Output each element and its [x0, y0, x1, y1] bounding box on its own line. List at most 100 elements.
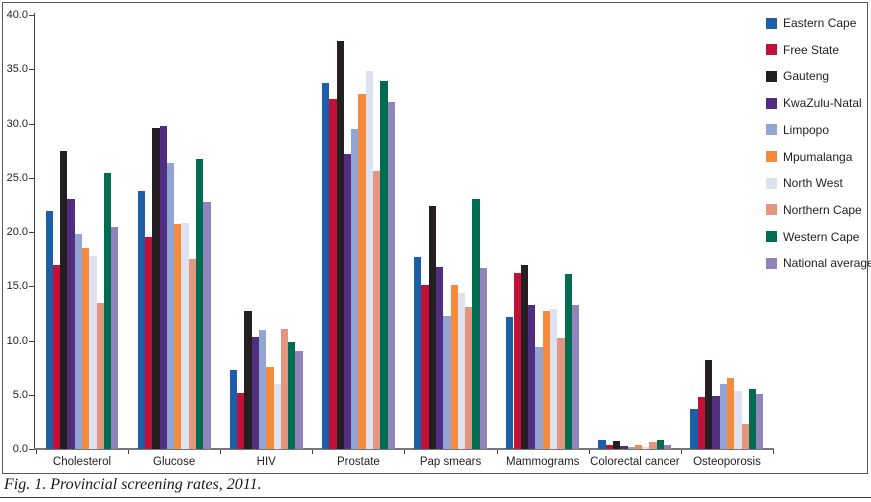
bar	[60, 150, 68, 449]
bar	[748, 389, 757, 449]
x-axis-tick	[404, 450, 406, 454]
legend-item: Western Cape	[766, 230, 859, 244]
bar	[697, 396, 706, 449]
x-axis-tick	[496, 450, 498, 454]
bar	[719, 383, 727, 449]
bar	[329, 98, 337, 449]
legend-item: Northern Cape	[766, 203, 862, 217]
bar	[343, 153, 352, 449]
y-axis-tick-label: 5.0	[12, 388, 28, 401]
y-axis-tick-label: 15.0	[6, 280, 28, 293]
category-label: Pap smears	[419, 456, 482, 468]
bar	[605, 444, 613, 449]
bar	[174, 224, 182, 449]
bar	[741, 424, 749, 449]
legend-label: Gauteng	[783, 69, 830, 84]
bar	[726, 378, 735, 449]
bar	[457, 292, 466, 449]
bar	[336, 41, 344, 449]
legend-item: North West	[766, 176, 843, 190]
category-label: Glucose	[153, 456, 196, 468]
bar	[506, 316, 514, 449]
bar	[229, 369, 238, 449]
bar	[188, 259, 197, 449]
y-axis-tick-label: 20.0	[6, 226, 28, 238]
bar	[414, 256, 422, 449]
bar	[520, 264, 529, 449]
bar	[535, 347, 543, 449]
bar	[479, 267, 488, 449]
bar	[196, 159, 204, 449]
legend-swatch	[766, 44, 777, 56]
bar	[443, 315, 451, 449]
bar	[564, 274, 572, 449]
y-axis	[34, 13, 35, 450]
bar	[52, 264, 61, 449]
bar	[620, 445, 628, 449]
y-axis-tick	[29, 123, 34, 125]
bar	[251, 337, 259, 449]
category-label: Colorectal cancer	[590, 456, 680, 468]
bar	[273, 383, 281, 449]
legend-item: Eastern Cape	[766, 16, 857, 30]
x-axis-tick	[773, 450, 775, 454]
y-axis-tick	[29, 340, 34, 342]
y-axis-tick	[29, 232, 34, 233]
y-axis-tick	[29, 15, 34, 16]
bar	[612, 441, 621, 449]
bar	[656, 440, 665, 449]
legend-swatch	[766, 257, 777, 269]
legend-label: KwaZulu-Natal	[783, 96, 862, 111]
legend-swatch	[766, 231, 777, 243]
y-axis-tick	[29, 286, 34, 288]
legend-item: KwaZulu-Natal	[766, 96, 862, 111]
bar	[89, 255, 97, 449]
category-label: Mammograms	[505, 456, 580, 468]
legend-item: National average	[766, 256, 871, 270]
bar	[244, 311, 252, 449]
bar	[598, 440, 606, 449]
bar	[380, 81, 388, 449]
legend-item: Gauteng	[766, 69, 830, 84]
bar	[74, 234, 82, 449]
legend-label: Eastern Cape	[783, 16, 857, 30]
bar	[45, 211, 53, 449]
y-axis-tick-label: 35.0	[6, 63, 28, 76]
bar	[358, 94, 366, 449]
bar	[387, 101, 395, 449]
bar	[237, 392, 245, 449]
y-axis-tick	[29, 394, 34, 396]
y-axis-tick-label: 25.0	[6, 171, 28, 184]
bottom-rule	[0, 497, 871, 498]
legend-item: Limpopo	[766, 122, 830, 137]
bar	[513, 273, 521, 449]
x-axis-tick	[220, 450, 222, 454]
bar	[664, 444, 672, 449]
bar	[67, 199, 75, 449]
bar	[258, 329, 267, 449]
bar	[103, 173, 112, 449]
legend-label: Limpopo	[783, 122, 830, 137]
y-axis-tick	[29, 69, 34, 71]
bar	[756, 393, 764, 449]
category-label: Osteoporosis	[693, 456, 761, 468]
bar	[373, 171, 381, 449]
bar	[712, 395, 720, 449]
legend-label: Mpumalanga	[783, 149, 853, 164]
bar	[137, 190, 145, 449]
y-axis-tick	[29, 177, 34, 179]
legend-swatch	[766, 70, 777, 82]
bar	[571, 304, 580, 449]
category-label: Prostate	[336, 456, 380, 468]
legend-swatch	[766, 17, 777, 29]
bar	[465, 306, 473, 449]
bar	[649, 442, 657, 449]
legend-item: Free State	[766, 43, 839, 57]
bar	[166, 162, 175, 449]
bar	[421, 285, 429, 449]
x-axis-tick	[680, 450, 682, 454]
category-label: HIV	[256, 456, 276, 468]
x-axis-tick	[128, 450, 130, 454]
